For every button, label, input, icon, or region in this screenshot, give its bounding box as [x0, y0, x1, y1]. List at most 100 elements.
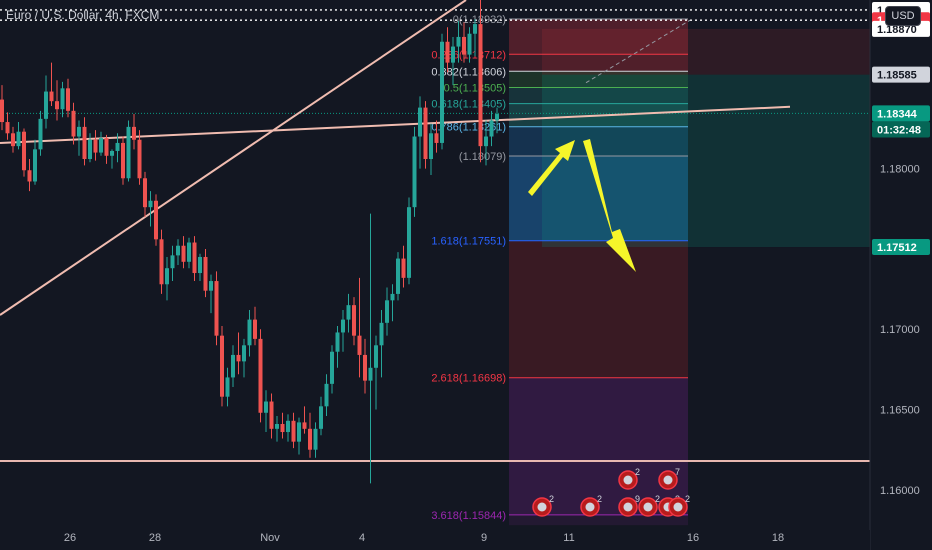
x-tick-0: 26	[64, 532, 76, 544]
candle-body-20	[110, 150, 114, 156]
arrow-up-icon	[528, 140, 575, 196]
price-badge-label-6: 1.17512	[877, 242, 917, 254]
candle-body-7	[38, 118, 43, 150]
candle-body-81	[445, 41, 450, 63]
candle-body-55	[302, 422, 307, 429]
candle-body-54	[297, 422, 301, 442]
drawing-lines	[0, 0, 870, 462]
price-badge-6	[872, 239, 930, 256]
candle-body-61	[335, 332, 340, 352]
candle-body-25	[137, 139, 142, 179]
candle-body-80	[440, 41, 444, 143]
x-tick-4: 9	[481, 532, 487, 544]
price-badge-5	[872, 121, 930, 138]
candle-body-64	[352, 305, 356, 336]
candle-body-74	[407, 207, 411, 278]
candle-body-36	[198, 256, 202, 274]
candle-body-43	[236, 354, 241, 362]
x-tick-1: 28	[149, 532, 161, 544]
event-count-3: 9	[635, 494, 640, 504]
price-badge-label-3: 1.18585	[877, 70, 917, 82]
candle-body-8	[44, 91, 48, 119]
candle-body-42	[231, 354, 235, 378]
event-flag-icon-2	[623, 475, 633, 485]
candle-body-41	[225, 377, 230, 397]
y-axis-bg	[870, 0, 932, 550]
event-count-0: 2	[549, 494, 554, 504]
candle-body-58	[319, 406, 323, 429]
zone-1618-2618	[509, 240, 688, 378]
fibonacci-levels: 0(1.18932) 0.236(1.18712) 0.382(1.18606) 0.…	[431, 14, 688, 522]
fib-label-6: (1.18079)	[459, 151, 506, 163]
candle-body-68	[374, 345, 378, 368]
candle-body-23	[126, 126, 131, 179]
candle-body-33	[181, 245, 186, 262]
candle-body-12	[66, 88, 70, 111]
x-tick-3: 4	[359, 532, 365, 544]
candle-body-28	[154, 200, 158, 240]
candle-body-79	[434, 133, 439, 143]
annotation-arrows	[528, 139, 636, 272]
candle-body-66	[363, 354, 367, 381]
candle-body-19	[104, 138, 109, 156]
candle-body-16	[88, 139, 92, 159]
candle-body-4	[22, 131, 26, 171]
candle-body-15	[82, 126, 87, 159]
event-flag-icon-1	[585, 502, 595, 512]
candle-body-46	[253, 319, 257, 339]
candle-body-45	[247, 319, 252, 346]
fib-label-0: 0(1.18932)	[453, 14, 506, 26]
event-flag-icon-0	[537, 502, 547, 512]
zone-0236-0382	[509, 54, 688, 72]
candle-body-38	[209, 281, 213, 291]
candle-body-60	[330, 351, 334, 384]
candle-body-75	[412, 136, 417, 208]
candle-body-71	[390, 293, 395, 301]
candle-body-2	[11, 133, 15, 147]
currency-button[interactable]: USD	[885, 6, 921, 26]
candle-body-87	[478, 24, 483, 147]
candle-body-21	[115, 142, 120, 151]
y-tick-4: 1.16000	[880, 485, 920, 497]
candle-body-13	[71, 110, 76, 137]
candle-body-90	[495, 114, 499, 121]
candle-body-3	[16, 131, 21, 147]
candle-body-86	[473, 24, 477, 34]
candle-body-52	[286, 420, 290, 433]
candle-body-17	[93, 139, 98, 153]
fib-label-7: 1.618(1.17551)	[431, 236, 506, 248]
fib-label-8: 2.618(1.16698)	[431, 373, 506, 385]
candle-body-51	[280, 424, 285, 433]
candle-body-31	[170, 255, 175, 269]
projection-dashed-line	[585, 19, 691, 84]
candle-body-24	[132, 126, 136, 140]
candle-body-53	[291, 420, 296, 442]
x-tick-7: 18	[772, 532, 784, 544]
candle-body-0	[0, 99, 4, 123]
candle-body-57	[313, 428, 318, 450]
event-count-1: 2	[597, 494, 602, 504]
candle-body-73	[401, 258, 406, 278]
candle-body-29	[159, 239, 164, 285]
price-badge-4	[872, 105, 930, 122]
candle-body-78	[429, 133, 433, 159]
candle-body-32	[176, 245, 180, 256]
candle-body-5	[27, 170, 32, 182]
arrow-down-icon	[583, 139, 636, 272]
fib-label-5: 0.786(1.18261)	[431, 122, 506, 134]
candle-body-85	[467, 33, 472, 55]
candle-body-37	[203, 256, 208, 291]
fib-label-3: 0.5(1.18505)	[444, 83, 506, 95]
candle-body-10	[55, 101, 59, 110]
price-badge-label-4: 1.18344	[877, 108, 918, 120]
zone-below-3618	[509, 514, 688, 526]
candle-body-72	[396, 258, 400, 294]
event-flag-icon-3	[623, 502, 633, 512]
zone-1-1618	[509, 155, 688, 241]
candle-body-9	[49, 91, 54, 102]
fib-label-4: 0.618(1.18405)	[431, 99, 506, 111]
candle-body-56	[308, 428, 312, 450]
zone-2618-3618	[509, 377, 688, 515]
